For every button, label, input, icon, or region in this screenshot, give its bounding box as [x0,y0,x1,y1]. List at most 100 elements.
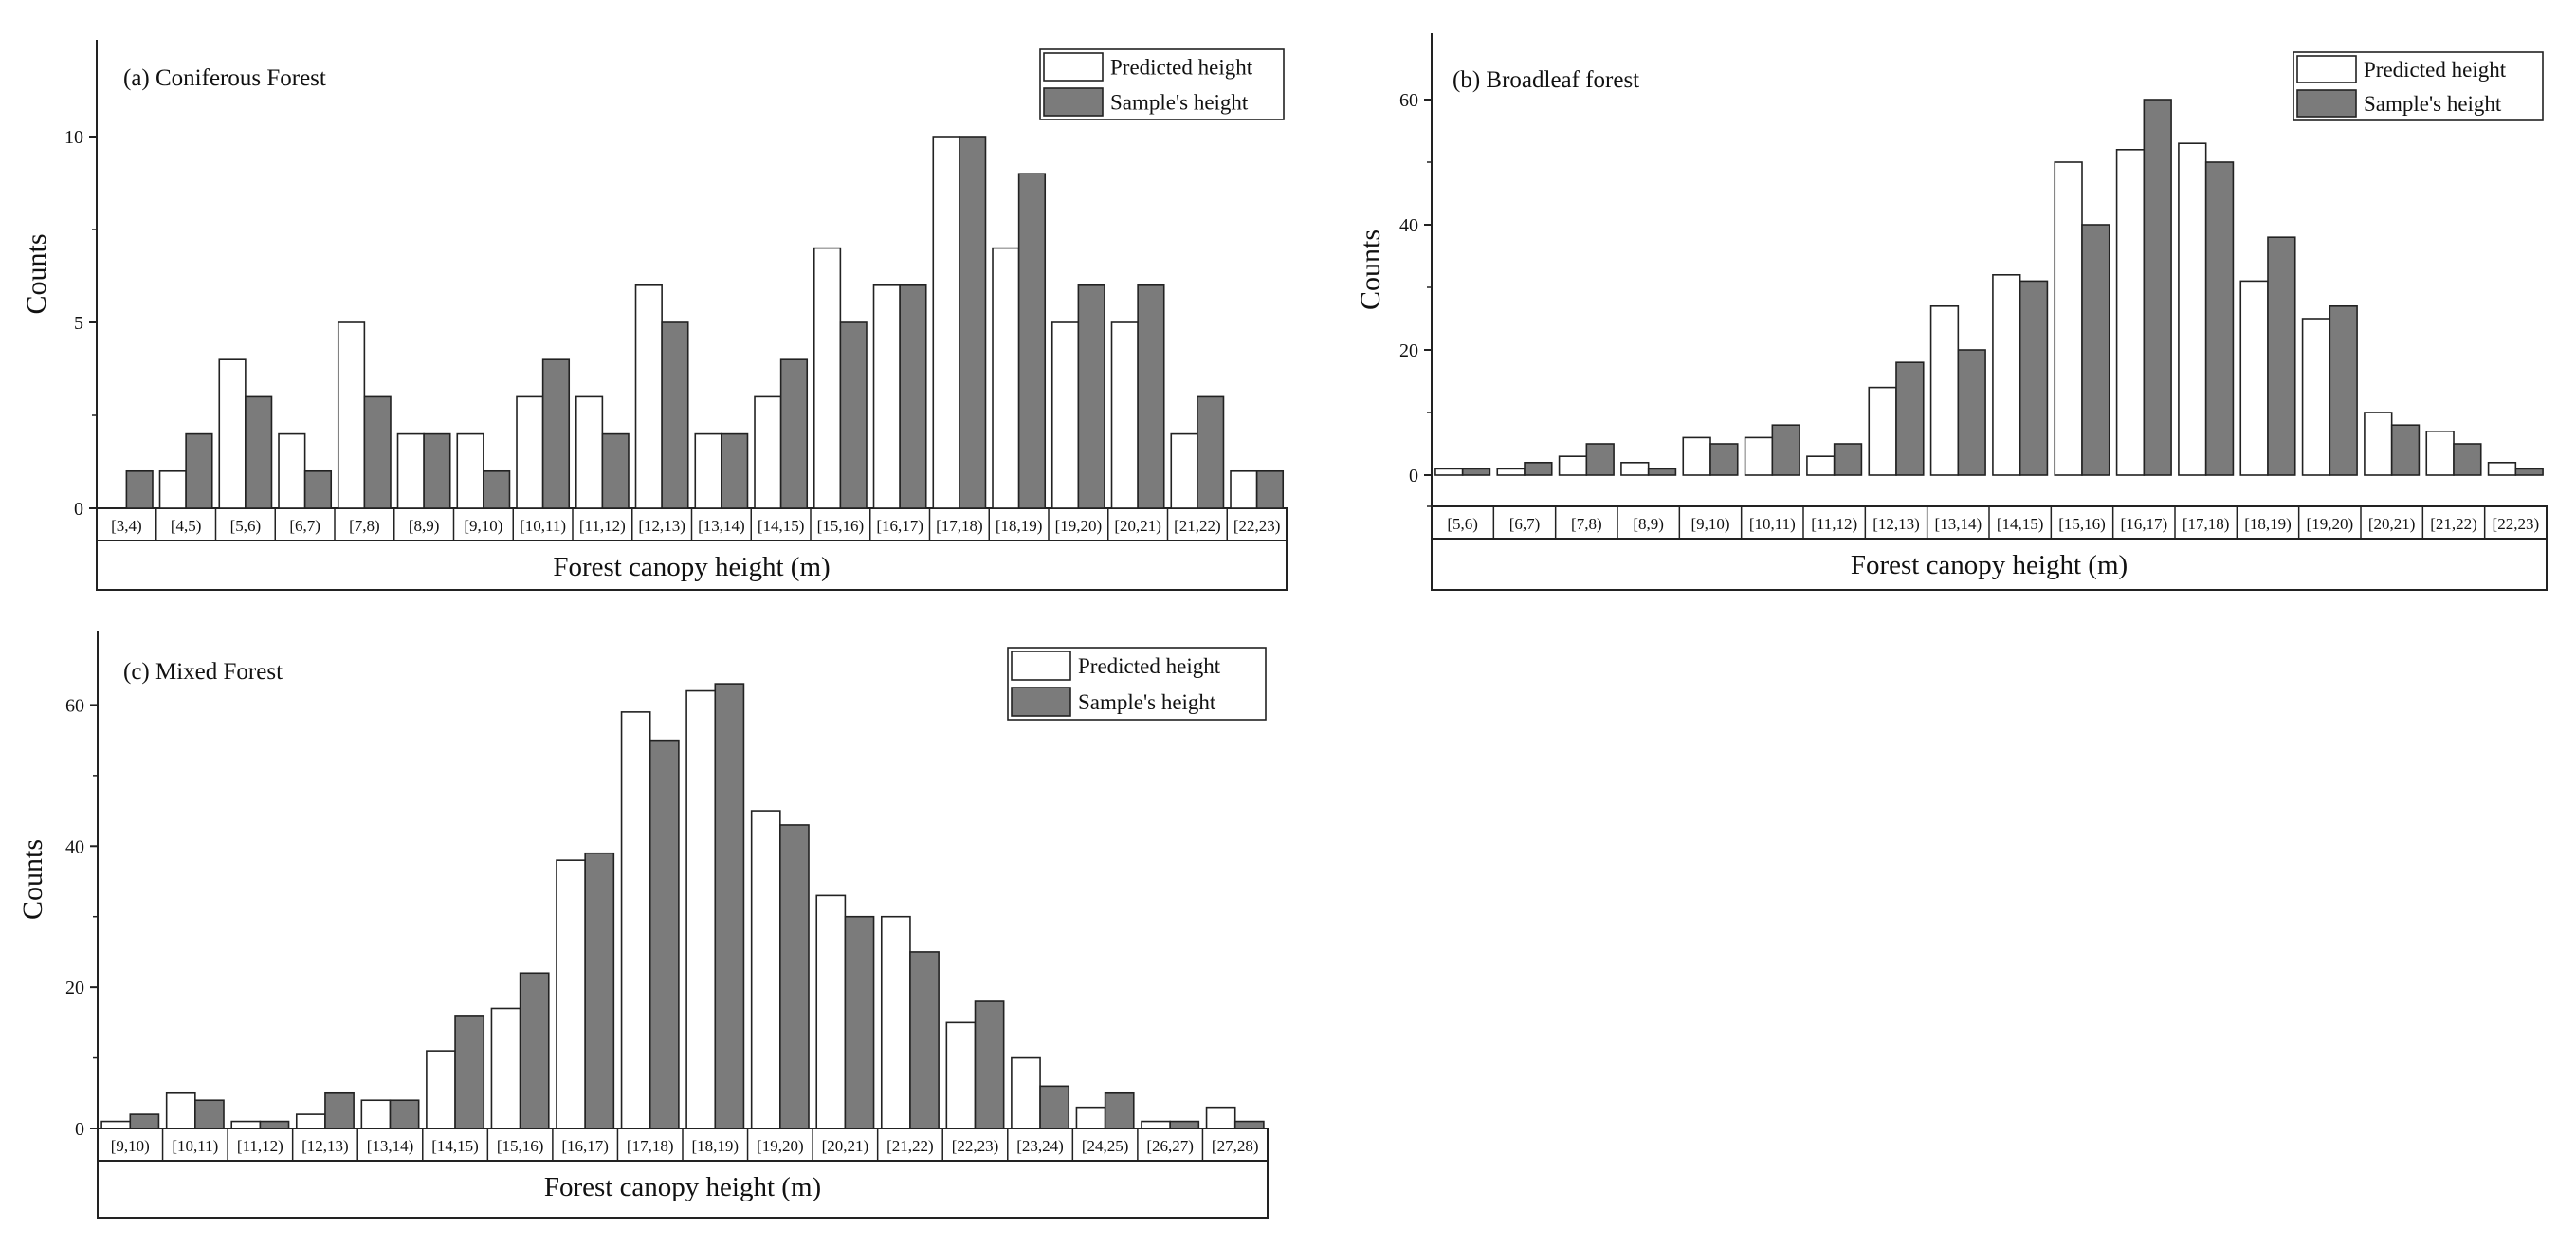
chart-title: (b) Broadleaf forest [1452,67,1639,93]
legend-label: Sample's height [1078,690,1216,714]
x-category-label: [21,22) [886,1137,934,1155]
legend-swatch-predicted [1011,651,1071,681]
bar-sample [1039,1085,1070,1129]
x-category-label: [13,14) [367,1137,414,1155]
x-category-label: [19,20) [1055,517,1103,535]
y-axis-label: Counts [17,839,48,920]
bar-sample [423,432,451,509]
x-category-label: [3,4) [111,517,142,535]
legend-swatch-predicted [1043,52,1104,82]
x-category-label: [19,20) [2307,515,2354,533]
bar-sample [844,915,875,1129]
x-category-label: [14,15) [1997,515,2044,533]
bar-predicted [165,1091,196,1129]
bar-predicted [694,432,722,509]
legend-swatch-sample [1011,687,1071,717]
x-category-label: [14,15) [758,517,805,535]
x-category-label: [20,21) [1114,517,1161,535]
bar-predicted [945,1021,977,1129]
bar-sample [1017,173,1047,509]
x-category-label: [26,27) [1146,1137,1194,1155]
bar-predicted [634,284,663,509]
bar-predicted [2115,149,2146,476]
bar-sample [1233,1120,1265,1129]
y-tick-label: 0 [1409,466,1418,486]
bar-sample [2514,468,2544,476]
x-category-label: [22,23) [1233,517,1281,535]
x-category-label: [5,6) [1447,515,1478,533]
bar-sample [519,972,550,1129]
bar-predicted [2301,318,2331,476]
legend-label: Predicted height [2364,58,2507,82]
x-category-label: [9,10) [1690,515,1729,533]
x-category-label: [4,5) [171,517,202,535]
legend-swatch-predicted [2296,55,2357,83]
bar-predicted [2178,142,2207,476]
x-axis-label: Forest canopy height (m) [544,1172,821,1202]
bar-sample [1895,361,1925,476]
bar-sample [129,1113,160,1129]
x-category-label: [9,10) [464,517,502,535]
bar-predicted [1205,1106,1236,1129]
bar-predicted [218,358,247,509]
bar-sample [909,951,940,1129]
bar-predicted [754,395,782,509]
bar-sample [649,739,680,1129]
x-category-label: [23,24) [1016,1137,1064,1155]
bar-predicted [556,859,586,1129]
bar-sample [2019,280,2049,476]
y-tick-label: 20 [1399,340,1418,361]
chart-title: (c) Mixed Forest [123,659,283,685]
y-tick-label: 20 [65,978,84,999]
bar-predicted [813,247,842,509]
bar-predicted [1620,461,1650,476]
legend-swatch-sample [1043,87,1104,117]
x-category-label: [12,13) [638,517,685,535]
x-category-label: [22,23) [2493,515,2540,533]
bar-sample [483,469,511,509]
bar-predicted [337,321,366,509]
bar-predicted [490,1007,521,1129]
x-category-label: [15,16) [497,1137,544,1155]
chart-broadleaf: 0 20 40 60 Counts [5,6) [6,7) [7,8) [8,9) [9,10) [… [1355,33,2548,591]
x-category-label: [6,7) [1509,515,1541,533]
bar-sample [324,1091,355,1129]
bar-predicted [815,894,847,1129]
bar-predicted [2425,430,2455,476]
bar-sample [1169,1120,1200,1129]
y-tick-label: 0 [74,499,83,520]
x-category-label: [27,28) [1212,1137,1259,1155]
bar-sample [363,395,392,509]
bar-sample [2204,161,2235,476]
x-category-label: [17,18) [627,1137,674,1155]
bar-sample [245,395,273,509]
legend-label: Predicted height [1110,56,1253,80]
x-axis-label: Forest canopy height (m) [1851,550,2128,580]
bar-predicted [685,689,717,1129]
legend: Predicted height Sample's height [2293,51,2544,121]
bar-sample [1709,443,1739,476]
bar-predicted [295,1113,326,1129]
x-category-label: [15,16) [817,517,865,535]
bar-sample [541,358,571,509]
bar-predicted [516,395,544,509]
bar-sample [1077,284,1105,509]
bar-predicted [1110,321,1139,509]
bar-predicted [1929,304,1960,476]
y-tick-label: 5 [74,313,83,334]
bar-predicted [360,1099,392,1129]
bar-predicted [2364,412,2393,476]
bar-predicted [1558,455,1588,476]
bar-sample [2329,304,2358,476]
bar-predicted [932,136,960,509]
bar-sample [454,1015,485,1129]
bar-sample [2453,443,2482,476]
bar-sample [185,432,213,509]
bar-predicted [1434,468,1464,476]
x-category-label: [9,10) [111,1137,150,1155]
x-category-label: [8,9) [409,517,440,535]
legend: Predicted height Sample's height [1007,647,1267,721]
x-category-label: [21,22) [1174,517,1221,535]
x-category-label: [18,19) [691,1137,739,1155]
bar-sample [194,1099,225,1129]
